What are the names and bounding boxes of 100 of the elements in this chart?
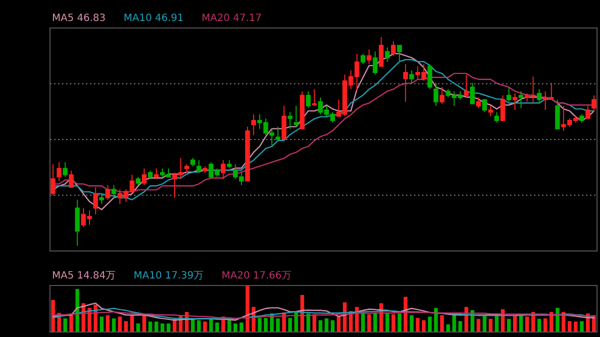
bar	[458, 321, 462, 332]
text: MA5 46.83	[52, 13, 106, 24]
text: MA20 47.17	[202, 13, 262, 24]
candlestick	[142, 168, 147, 186]
candlestick	[470, 82, 475, 104]
candlestick	[440, 86, 444, 104]
bar	[106, 315, 110, 332]
bar	[209, 318, 213, 332]
bar	[130, 315, 134, 332]
bar	[233, 323, 238, 332]
candlestick	[312, 88, 317, 106]
candlestick	[488, 105, 494, 117]
bar	[373, 313, 378, 332]
candlestick	[245, 126, 250, 182]
candlestick	[372, 51, 378, 76]
candlestick	[56, 162, 62, 182]
bar	[330, 320, 334, 332]
candlestick	[288, 112, 292, 130]
bar	[197, 320, 201, 332]
candlestick	[294, 105, 299, 128]
candlestick	[409, 70, 414, 84]
candlestick	[300, 90, 305, 130]
bar	[118, 316, 122, 332]
candlestick	[74, 199, 80, 246]
bar	[482, 315, 486, 332]
bar	[537, 318, 542, 332]
bar	[513, 316, 517, 332]
bar	[166, 323, 170, 332]
bar	[154, 322, 158, 332]
bar	[568, 321, 572, 332]
text: MA10 46.91	[124, 13, 184, 24]
candlestick	[366, 49, 372, 65]
text: MA10 17.39万	[134, 270, 204, 282]
candlestick	[403, 64, 408, 102]
bar	[506, 318, 511, 332]
bar	[580, 321, 584, 332]
candlestick	[282, 105, 286, 140]
candlestick	[62, 162, 68, 178]
candlestick	[184, 164, 190, 174]
bar	[288, 318, 292, 332]
bar	[112, 318, 116, 332]
bar	[446, 324, 450, 332]
bar	[264, 318, 268, 332]
candlestick	[378, 36, 384, 67]
candlestick	[148, 170, 153, 180]
candlestick	[518, 90, 524, 108]
bar	[428, 316, 432, 332]
candlestick	[196, 160, 202, 174]
candlestick	[592, 94, 596, 113]
bar	[385, 313, 390, 332]
bar	[124, 321, 128, 332]
bar	[398, 313, 402, 332]
candlestick	[276, 126, 280, 142]
candlestick	[586, 105, 590, 119]
bar	[367, 314, 371, 332]
bar	[63, 318, 68, 332]
candlestick	[391, 40, 396, 56]
bar	[494, 316, 499, 332]
bar	[416, 318, 420, 332]
bar	[543, 318, 548, 332]
candlestick	[202, 166, 208, 174]
candlestick	[500, 94, 506, 121]
bar	[324, 318, 328, 332]
bar	[215, 322, 220, 332]
bar	[160, 323, 164, 332]
bar	[574, 322, 578, 332]
candlestick	[251, 114, 256, 136]
candlestick	[136, 176, 141, 186]
candlestick	[99, 193, 104, 204]
candlestick	[464, 74, 469, 98]
candlestick	[190, 158, 196, 167]
bar	[318, 320, 322, 332]
bar	[556, 308, 560, 332]
candlestick	[220, 160, 226, 180]
bar	[422, 320, 426, 332]
candlestick	[397, 44, 402, 63]
bar	[550, 312, 554, 332]
bar	[452, 315, 456, 332]
candlestick	[105, 184, 110, 200]
bar	[136, 323, 140, 332]
candlestick	[482, 99, 487, 113]
candlestick	[306, 90, 311, 108]
bar	[488, 318, 493, 332]
bar	[246, 286, 250, 332]
bar	[440, 315, 444, 332]
candlestick	[536, 88, 542, 104]
candlestick	[579, 114, 584, 124]
bar	[203, 322, 207, 332]
bar	[355, 306, 359, 332]
candlestick	[50, 164, 56, 196]
text: MA5 14.84万	[52, 270, 116, 282]
candlestick	[434, 82, 438, 106]
bar	[94, 304, 98, 332]
bar	[434, 308, 438, 332]
bar	[519, 314, 523, 332]
bar	[392, 314, 396, 332]
bar	[312, 314, 316, 332]
bar	[476, 318, 480, 332]
bar	[51, 300, 55, 332]
bar	[227, 320, 232, 332]
